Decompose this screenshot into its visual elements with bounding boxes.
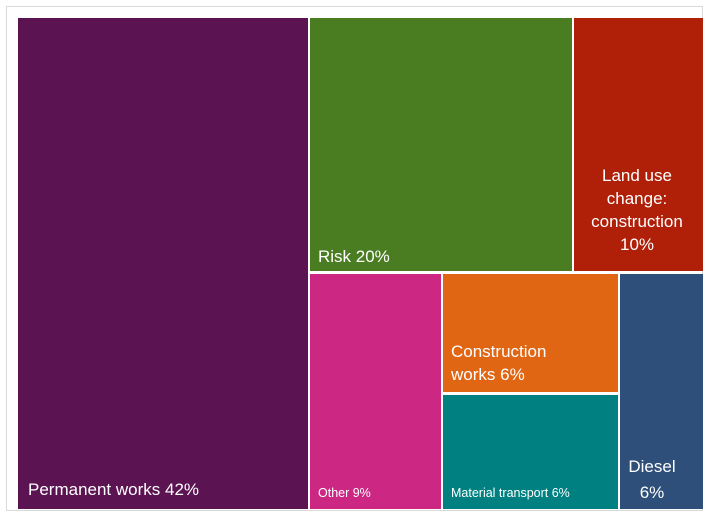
tile-rect-construction-works bbox=[443, 274, 618, 392]
tile-rect-land-use-change-construction bbox=[574, 18, 703, 271]
tile-rect-diesel bbox=[620, 274, 703, 509]
tile-other: Other 9% bbox=[310, 274, 441, 509]
tile-risk: Risk 20% bbox=[310, 18, 572, 271]
tile-label-land-use-change-construction: Land use change: construction 10% bbox=[591, 166, 683, 254]
tile-rect-risk bbox=[310, 18, 572, 271]
tile-label-diesel: Diesel 6% bbox=[628, 457, 675, 502]
tile-land-use-change-construction: Land use change: construction 10% bbox=[574, 18, 703, 271]
tile-label-other: Other 9% bbox=[318, 486, 371, 500]
tile-label-line: Permanent works 42% bbox=[28, 480, 199, 499]
tile-label-line: Land use bbox=[602, 166, 672, 185]
tile-label-risk: Risk 20% bbox=[318, 247, 390, 266]
tile-label-line: construction bbox=[591, 212, 683, 231]
tile-label-line: Construction bbox=[451, 342, 546, 361]
tile-rect-permanent-works bbox=[18, 18, 308, 509]
tile-label-material-transport: Material transport 6% bbox=[451, 486, 570, 500]
tile-label-line: change: bbox=[607, 189, 668, 208]
tile-label-construction-works: Construction works 6% bbox=[450, 342, 546, 384]
tile-material-transport: Material transport 6% bbox=[443, 395, 618, 509]
tile-rect-other bbox=[310, 274, 441, 509]
tile-construction-works: Construction works 6% bbox=[443, 274, 618, 392]
tile-label-line: 10% bbox=[620, 235, 654, 254]
tile-label-line: Material transport 6% bbox=[451, 486, 570, 500]
tile-label-permanent-works: Permanent works 42% bbox=[28, 480, 199, 499]
tile-label-line: 6% bbox=[640, 483, 665, 502]
tile-label-line: Other 9% bbox=[318, 486, 371, 500]
tile-label-line: Risk 20% bbox=[318, 247, 390, 266]
tile-diesel: Diesel 6% bbox=[620, 274, 703, 509]
tile-permanent-works: Permanent works 42% bbox=[18, 18, 308, 509]
tile-label-line: works 6% bbox=[450, 365, 525, 384]
tile-label-line: Diesel bbox=[628, 457, 675, 476]
tile-rect-material-transport bbox=[443, 395, 618, 509]
